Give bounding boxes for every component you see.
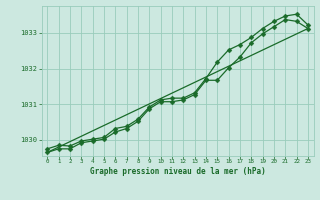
X-axis label: Graphe pression niveau de la mer (hPa): Graphe pression niveau de la mer (hPa) [90, 167, 266, 176]
